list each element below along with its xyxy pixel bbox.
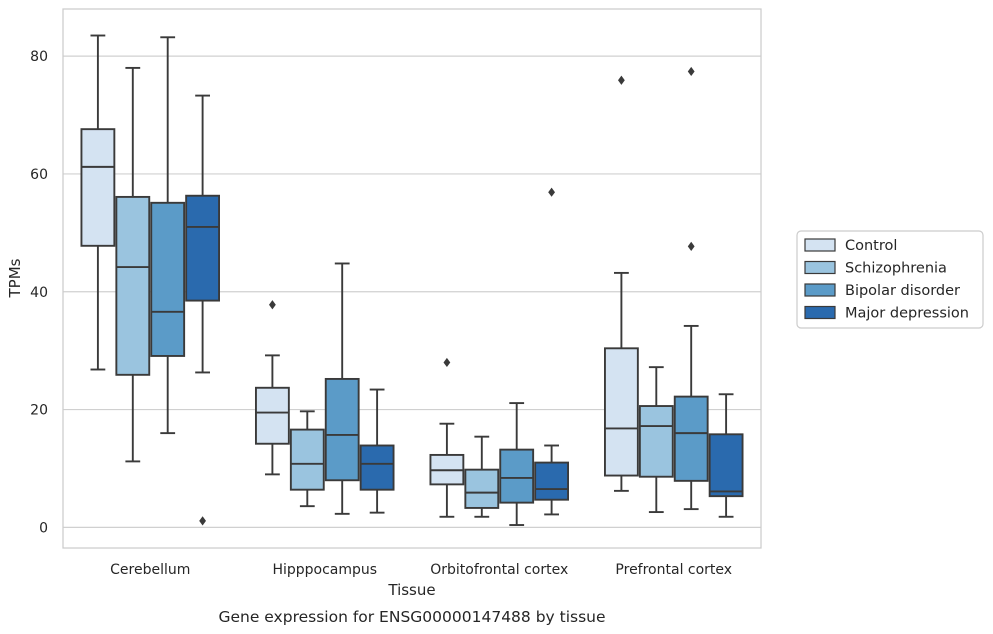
plot-area-frame — [62, 8, 762, 549]
x-tick-label-hipppocampus: Hipppocampus — [272, 562, 377, 578]
box-schizophrenia-3 — [638, 366, 674, 514]
box-body — [673, 395, 709, 482]
legend: Control Schizophrenia Bipolar disorder Majo… — [796, 230, 984, 329]
outlier-point-0 — [443, 357, 451, 368]
box-body — [80, 128, 116, 247]
legend-label-schizophrenia: Schizophrenia — [845, 261, 947, 277]
outlier-point-1 — [687, 66, 695, 77]
box-bipolar-disorder-0 — [150, 36, 186, 435]
outlier-point-0 — [199, 516, 206, 526]
box-control-1 — [254, 300, 290, 476]
y-tick-label-0: 0 — [39, 520, 48, 536]
y-tick-labels: 0 20 40 60 80 — [30, 49, 48, 536]
legend-label-major-depression: Major depression — [845, 306, 969, 322]
box-major-depression-1 — [359, 388, 395, 514]
y-axis-title: TPMs — [6, 258, 24, 298]
legend-swatch-control — [804, 238, 836, 252]
x-axis-title: Tissue — [387, 581, 435, 599]
box-major-depression-2 — [534, 187, 570, 516]
x-tick-label-cerebellum: Cerebellum — [110, 562, 190, 578]
box-control-0 — [80, 34, 116, 371]
legend-frame — [796, 230, 984, 329]
box-control-2 — [429, 357, 465, 518]
box-schizophrenia-1 — [289, 410, 325, 508]
outlier-point-0 — [618, 75, 625, 85]
box-bipolar-disorder-2 — [499, 402, 535, 526]
box-body — [324, 377, 360, 482]
box-body — [150, 201, 186, 357]
box-body — [638, 405, 674, 478]
box-body — [254, 386, 290, 445]
x-tick-label-orbitofrontal-cortex: Orbitofrontal cortex — [430, 562, 568, 578]
legend-label-bipolar-disorder: Bipolar disorder — [845, 283, 960, 299]
box-body — [289, 428, 325, 491]
legend-swatch-schizophrenia — [804, 260, 836, 275]
legend-swatch-bipolar-disorder — [804, 283, 836, 297]
box-schizophrenia-0 — [115, 66, 151, 463]
box-major-depression-3 — [708, 393, 744, 518]
box-body — [499, 448, 535, 504]
box-body — [359, 444, 395, 491]
outlier-point-0 — [687, 241, 695, 251]
box-body — [534, 461, 570, 501]
y-tick-label-20: 20 — [30, 403, 48, 419]
box-bipolar-disorder-1 — [324, 262, 360, 515]
box-control-3 — [604, 75, 639, 492]
chart-caption: Gene expression for ENSG00000147488 by t… — [218, 608, 605, 626]
x-tick-labels: Cerebellum Hipppocampus Orbitofrontal cort… — [110, 562, 732, 578]
box-body — [708, 433, 744, 498]
legend-swatch-major-depression — [804, 305, 836, 320]
y-tick-label-40: 40 — [30, 285, 48, 301]
box-body — [115, 195, 151, 376]
box-major-depression-0 — [185, 94, 220, 526]
y-tick-label-60: 60 — [30, 167, 48, 183]
boxes — [80, 34, 744, 526]
outlier-point-0 — [269, 300, 276, 310]
box-body — [464, 468, 500, 509]
y-tick-label-80: 80 — [30, 49, 48, 65]
x-tick-label-prefrontal-cortex: Prefrontal cortex — [615, 562, 732, 578]
box-schizophrenia-2 — [464, 435, 500, 518]
box-body — [185, 194, 220, 302]
box-body — [604, 347, 639, 477]
legend-label-control: Control — [845, 238, 897, 254]
box-bipolar-disorder-3 — [673, 66, 709, 511]
outlier-point-0 — [548, 187, 555, 197]
